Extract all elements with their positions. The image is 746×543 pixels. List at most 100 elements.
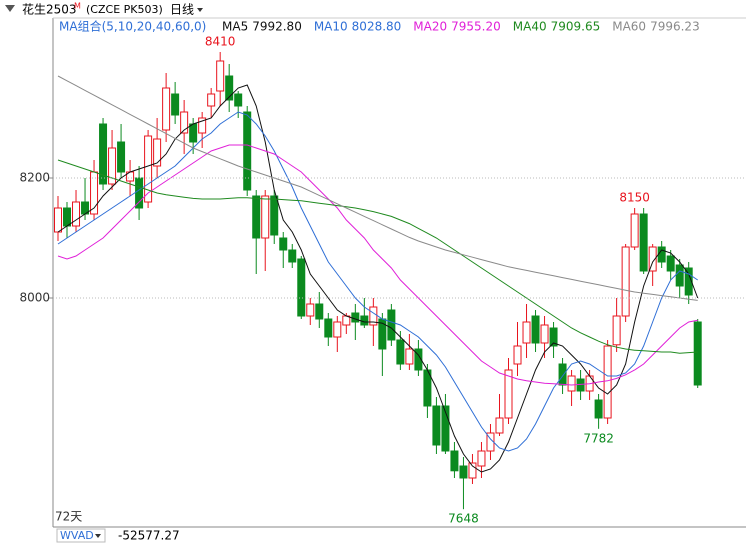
extreme-label: 7648 (448, 512, 479, 526)
legend-name: MA40 (513, 20, 547, 34)
candle-body (522, 321, 531, 344)
indicator-name[interactable]: WVAD (60, 529, 94, 542)
legend-name: MA10 (314, 20, 348, 34)
extreme-label: 7782 (583, 431, 614, 445)
period[interactable]: 日线 (170, 3, 194, 17)
candle-body (153, 138, 162, 167)
candle-body (648, 246, 657, 272)
candle-body (369, 306, 378, 326)
legend: MA5 7992.80 MA10 8028.80 MA20 7955.20 MA40 7909… (222, 20, 700, 34)
indicator-value: -52577.27 (118, 529, 180, 543)
candle-body (117, 141, 126, 173)
candle-body (243, 111, 252, 191)
candle-body (288, 249, 297, 263)
candle-body (549, 327, 558, 347)
candle-body (333, 321, 342, 338)
ma-line (57, 159, 698, 354)
candle-body (621, 246, 630, 317)
candle-body (504, 369, 513, 419)
code: (CZCE PK503) (86, 3, 163, 16)
ma-line (57, 84, 699, 473)
candle-body (639, 213, 648, 272)
candle-body (297, 258, 306, 317)
candle-body (99, 123, 108, 185)
candle-body (594, 399, 603, 419)
candle-body (603, 345, 612, 419)
legend-title: MA组合(5,10,20,40,60,0) (59, 19, 206, 34)
extreme-label: 8410 (205, 35, 236, 49)
candle-body (414, 348, 423, 371)
symbol: 花生2503 (22, 2, 77, 17)
candle-body (612, 315, 621, 346)
badge: M (74, 2, 81, 11)
candle-body (477, 450, 486, 467)
extreme-label: 8150 (619, 191, 650, 205)
candle-body (342, 315, 351, 326)
candle-body (630, 213, 639, 248)
range-label: 72天 (55, 510, 82, 524)
candle-body (252, 195, 261, 239)
candle-body (306, 303, 315, 317)
legend-value: 7909.65 (551, 20, 601, 34)
candle-body (360, 315, 369, 326)
candle-body (216, 60, 225, 92)
legend-value: 7955.20 (451, 20, 501, 34)
candle-body (225, 75, 234, 101)
period-dropdown[interactable] (197, 8, 203, 12)
candle-body (279, 237, 288, 251)
plot: 8410 8150 7648 7782 (54, 35, 702, 526)
candle-body (207, 93, 216, 107)
candle-body (540, 324, 549, 344)
legend-name: MA5 (222, 20, 248, 34)
candle-body (171, 93, 180, 116)
ma-line (57, 144, 698, 386)
menu-icon[interactable] (5, 5, 15, 12)
candle-body (459, 465, 468, 479)
candle-body (531, 315, 540, 344)
indicator-dropdown[interactable] (95, 534, 101, 538)
legend-name: MA60 (612, 20, 646, 34)
legend-value: 7992.80 (252, 20, 302, 34)
candle-body (567, 375, 576, 392)
candle-body (495, 417, 504, 434)
indicator-selector[interactable] (56, 528, 106, 543)
candle-body (261, 195, 270, 239)
y-tick-label: 8200 (19, 171, 50, 185)
ma-line (57, 75, 698, 301)
candle-body (324, 318, 333, 338)
legend-value: 8028.80 (352, 20, 402, 34)
legend-name: MA20 (413, 20, 447, 34)
candle-body (234, 93, 243, 107)
candle-body (684, 267, 693, 296)
candle-body (513, 345, 522, 365)
candle-body (666, 255, 675, 272)
candle-body (450, 450, 459, 472)
y-tick-label: 8000 (19, 291, 50, 305)
candle-body (405, 348, 414, 365)
candle-body (162, 87, 171, 131)
candle-body (72, 201, 81, 227)
candle-body (54, 207, 62, 233)
candle-body (270, 195, 279, 236)
candle-body (693, 321, 702, 386)
candle-body (63, 207, 72, 227)
candle-body (144, 135, 153, 203)
candle-body (315, 303, 324, 320)
ma-line (57, 111, 698, 452)
candle-body (657, 246, 666, 263)
candle-body (198, 117, 207, 134)
candle-body (387, 309, 396, 341)
candle-body (108, 147, 117, 185)
candle-body (180, 111, 189, 134)
candle-body (432, 405, 441, 446)
candle-body (558, 363, 567, 386)
candle-body (135, 177, 144, 209)
candle-body (396, 339, 405, 365)
candle-body (441, 405, 450, 452)
candle-body (675, 264, 684, 287)
candle-body (468, 462, 477, 479)
legend-value: 7996.23 (650, 20, 700, 34)
